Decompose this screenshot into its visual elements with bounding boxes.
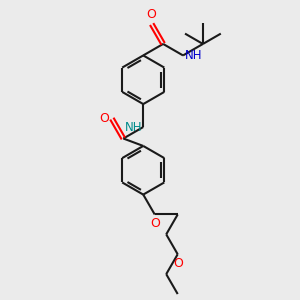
Text: O: O bbox=[147, 8, 157, 21]
Text: NH: NH bbox=[124, 121, 142, 134]
Text: NH: NH bbox=[184, 49, 202, 62]
Text: O: O bbox=[99, 112, 109, 125]
Text: O: O bbox=[150, 217, 160, 230]
Text: O: O bbox=[173, 257, 183, 270]
